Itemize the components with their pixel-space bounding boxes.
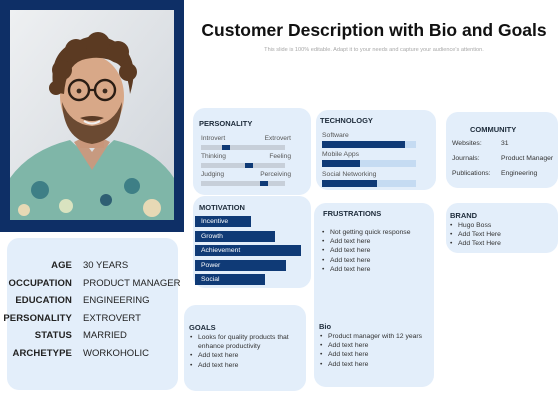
trait-marker [244, 163, 253, 168]
community-value: Product Manager [501, 155, 554, 162]
info-label: EDUCATION [15, 295, 72, 306]
list-item: Add text here [319, 341, 433, 350]
trait-track [201, 163, 285, 168]
info-label: STATUS [34, 330, 72, 341]
list-item: Add text here [189, 361, 301, 370]
person-portrait-icon [10, 10, 174, 220]
bio-title: Bio [319, 322, 332, 331]
info-value: 30 YEARS [83, 260, 129, 271]
page-title: Customer Description with Bio and Goals [201, 20, 547, 40]
tech-item-software: Software [322, 132, 416, 148]
motivation-bar-achievement: Achievement [195, 245, 301, 256]
frustrations-card: FRUSTRATIONS Not getting quick response … [314, 203, 434, 387]
list-item: Add Text Here [449, 230, 555, 239]
goals-card: GOALS Looks for quality products that en… [184, 305, 306, 391]
list-item: Hugo Boss [449, 221, 555, 230]
info-row-education: EDUCATION ENGINEERING [7, 295, 178, 309]
profile-photo [10, 10, 174, 220]
frustrations-list: Not getting quick response Add text here… [321, 228, 431, 274]
info-row-occupation: OCCUPATION PRODUCT MANAGER [7, 277, 181, 292]
trait-introvert-extrovert: Introvert Extrovert [201, 135, 291, 150]
tech-label: Mobile Apps [322, 151, 360, 158]
profile-photo-frame [0, 0, 184, 232]
info-value: MARRIED [83, 330, 127, 341]
info-value: EXTROVERT [83, 312, 141, 324]
trait-right-label: Extrovert [264, 135, 291, 142]
motivation-bar-incentive: Incentive [195, 216, 252, 227]
community-label: Websites: [452, 140, 482, 147]
tech-fill [322, 180, 377, 187]
technology-title: TECHNOLOGY [320, 116, 373, 125]
info-row-archetype: ARCHETYPE WORKOHOLIC [7, 348, 178, 362]
motivation-bar-social: Social [195, 274, 265, 285]
tech-fill [322, 160, 360, 167]
info-label: PERSONALITY [3, 312, 72, 324]
motivation-bar-power: Power [195, 260, 287, 271]
list-item: Add text here [189, 351, 301, 360]
frustrations-title: FRUSTRATIONS [323, 209, 382, 218]
tech-track [322, 160, 416, 167]
info-row-status: STATUS MARRIED [7, 330, 178, 344]
tech-item-social-networking: Social Networking [322, 171, 416, 187]
list-item: Add text here [319, 360, 433, 369]
community-title: COMMUNITY [470, 125, 517, 134]
trait-right-label: Perceiving [260, 171, 291, 178]
info-label: OCCUPATION [8, 277, 72, 289]
trait-right-label: Feeling [269, 153, 291, 160]
list-item: Not getting quick response [321, 228, 431, 237]
info-row-personality: PERSONALITY EXTROVERT [3, 312, 178, 327]
community-value: Engineering [501, 170, 538, 177]
tech-track [322, 180, 416, 187]
tech-item-mobile-apps: Mobile Apps [322, 151, 416, 167]
community-card: COMMUNITY Websites: 31 Journals: Product… [446, 112, 558, 188]
trait-track [201, 181, 285, 186]
tech-track [322, 141, 416, 148]
tech-label: Social Networking [322, 171, 377, 178]
trait-marker [260, 181, 268, 186]
brand-list: Hugo Boss Add Text Here Add Text Here [449, 221, 555, 249]
trait-left-label: Introvert [201, 135, 226, 142]
personality-card: PERSONALITY Introvert Extrovert Thinking F… [193, 108, 311, 195]
list-item: Add text here [321, 237, 431, 246]
profile-info-card: AGE 30 YEARS OCCUPATION PRODUCT MANAGER … [3, 238, 181, 390]
trait-track [201, 145, 285, 150]
brand-card: BRAND Hugo Boss Add Text Here Add Text H… [446, 203, 558, 253]
list-item: Add text here [321, 256, 431, 265]
goals-title: GOALS [189, 323, 216, 332]
community-label: Publications: [452, 170, 491, 177]
info-value: WORKOHOLIC [83, 347, 149, 359]
motivation-bar-growth: Growth [195, 231, 275, 242]
trait-left-label: Thinking [201, 153, 226, 160]
info-label: ARCHETYPE [12, 347, 72, 359]
list-item: Product manager with 12 years [319, 332, 433, 341]
info-value: ENGINEERING [83, 295, 150, 306]
personality-title: PERSONALITY [199, 119, 253, 128]
goals-list: Looks for quality products that enhance … [189, 333, 301, 370]
trait-thinking-feeling: Thinking Feeling [201, 153, 291, 168]
trait-judging-perceiving: Judging Perceiving [201, 171, 291, 186]
brand-title: BRAND [450, 211, 478, 220]
tech-fill [322, 141, 405, 148]
community-value: 31 [501, 140, 509, 147]
bio-list: Product manager with 12 years Add text h… [319, 332, 433, 369]
info-row-age: AGE 30 YEARS [7, 260, 178, 274]
list-item: Add text here [321, 265, 431, 274]
info-label: AGE [51, 260, 72, 271]
list-item: Add Text Here [449, 239, 555, 248]
info-value: PRODUCT MANAGER [83, 277, 181, 289]
trait-left-label: Judging [201, 171, 225, 178]
motivation-card: MOTIVATION Incentive Growth Achievement … [193, 196, 311, 288]
community-label: Journals: [452, 155, 480, 162]
technology-card: TECHNOLOGY Software Mobile Apps Social N… [316, 110, 436, 190]
list-item: Add text here [319, 350, 433, 359]
list-item: Add text here [321, 246, 431, 255]
tech-label: Software [322, 132, 349, 139]
trait-marker [222, 145, 231, 150]
list-item: Looks for quality products that enhance … [189, 333, 301, 351]
motivation-title: MOTIVATION [199, 203, 245, 212]
page-subtitle: This slide is 100% editable. Adapt it to… [264, 47, 484, 53]
